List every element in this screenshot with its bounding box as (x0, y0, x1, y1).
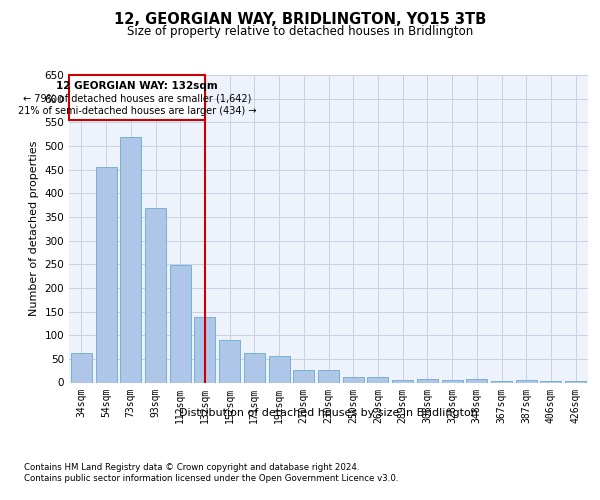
Bar (219, 340, 240, 382)
Text: Distribution of detached houses by size in Bridlington: Distribution of detached houses by size … (179, 408, 478, 418)
Text: Contains HM Land Registry data © Crown copyright and database right 2024.: Contains HM Land Registry data © Crown c… (24, 462, 359, 471)
Bar (466, 378, 487, 382)
Bar (170, 265, 191, 382)
Bar (516, 380, 537, 382)
Text: Size of property relative to detached houses in Bridlington: Size of property relative to detached ho… (127, 25, 473, 38)
Bar (367, 378, 388, 382)
Bar (442, 380, 463, 382)
Bar (491, 381, 512, 382)
Bar (343, 378, 364, 382)
FancyBboxPatch shape (69, 75, 205, 120)
Bar (541, 381, 562, 382)
Text: Contains public sector information licensed under the Open Government Licence v3: Contains public sector information licen… (24, 474, 398, 483)
Bar (71, 353, 92, 382)
Bar (293, 370, 314, 382)
Text: ← 79% of detached houses are smaller (1,642): ← 79% of detached houses are smaller (1,… (23, 94, 251, 104)
Bar (194, 317, 215, 382)
Bar (565, 381, 586, 382)
Text: 21% of semi-detached houses are larger (434) →: 21% of semi-detached houses are larger (… (18, 106, 256, 116)
Bar (95, 167, 116, 382)
Bar (417, 378, 438, 382)
Y-axis label: Number of detached properties: Number of detached properties (29, 141, 39, 316)
Bar (244, 353, 265, 382)
Bar (269, 356, 290, 382)
Text: 12, GEORGIAN WAY, BRIDLINGTON, YO15 3TB: 12, GEORGIAN WAY, BRIDLINGTON, YO15 3TB (114, 12, 486, 28)
Bar (392, 380, 413, 382)
Text: 12 GEORGIAN WAY: 132sqm: 12 GEORGIAN WAY: 132sqm (56, 80, 218, 90)
Bar (120, 136, 141, 382)
Bar (145, 208, 166, 382)
Bar (318, 370, 339, 382)
